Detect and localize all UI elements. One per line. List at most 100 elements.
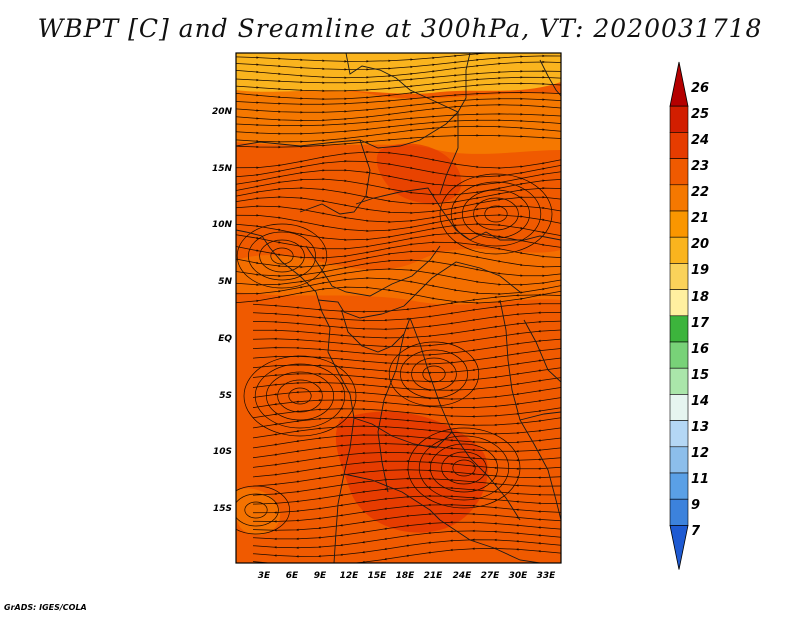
vortex-ring-0-32 [236, 223, 328, 289]
streamline-25 [252, 407, 561, 419]
streamline-23 [252, 387, 561, 401]
country-borders [236, 53, 561, 563]
cb-label-12: 12 [691, 446, 709, 461]
streamline-24 [252, 397, 561, 409]
lat-label-15s: 15S [213, 504, 232, 514]
lon-label-21e: 21E [424, 571, 444, 581]
vortex-ring-4-24 [430, 443, 498, 493]
map-panel [236, 53, 561, 563]
colorbar-swatches [669, 61, 689, 570]
vortex-ring-4-16 [441, 451, 487, 485]
vortex-ring-1-8 [484, 205, 508, 223]
cb-label-20: 20 [691, 237, 709, 252]
streamline-27 [252, 424, 561, 439]
cb-label-26: 26 [691, 81, 709, 96]
cb-swatch-14 [669, 394, 689, 421]
cb-label-23: 23 [691, 159, 709, 174]
vortex-ring-5-16 [236, 493, 279, 527]
cb-label-7: 7 [691, 524, 701, 539]
credit-text: GrADS: IGES/COLA [4, 603, 87, 612]
lon-label-24e: 24E [453, 571, 473, 581]
lon-label-30e: 30E [509, 571, 529, 581]
map-frame [235, 52, 562, 564]
vortex-ring-3-8 [422, 365, 446, 383]
vortex-ring-0-24 [248, 231, 316, 281]
vortex-ring-2-32 [254, 363, 346, 429]
lon-label-18e: 18E [396, 571, 416, 581]
vortex-ring-5-8 [244, 501, 268, 519]
cb-label-14: 14 [691, 394, 709, 409]
lat-label-5s: 5S [219, 391, 232, 401]
colorbar: 26 25 24 23 22 21 20 19 18 17 16 15 14 1… [669, 61, 710, 570]
lat-label-5n: 5N [218, 277, 232, 287]
cb-swatch-16 [669, 341, 689, 369]
vortex-ring-2-16 [277, 379, 323, 413]
vortex-ring-2-40 [243, 355, 357, 437]
streamline-41 [252, 547, 561, 563]
vortex-ring-2-24 [266, 371, 334, 421]
cb-swatch-18 [669, 289, 689, 317]
cb-label-24: 24 [691, 133, 709, 148]
vortex-ring-4-40 [407, 427, 521, 509]
cb-label-21: 21 [691, 211, 709, 226]
cb-label-13: 13 [691, 420, 709, 435]
cb-swatch-24 [669, 132, 689, 159]
lon-label-3e: 3E [258, 571, 271, 581]
cb-label-11: 11 [691, 472, 709, 487]
lon-label-9e: 9E [314, 571, 327, 581]
cb-label-25: 25 [691, 107, 709, 122]
latitude-axis: 20N 15N 10N 5N EQ 5S 10S 15S [212, 107, 233, 514]
lat-label-10s: 10S [213, 447, 232, 457]
cb-label-22: 22 [691, 185, 709, 200]
streamline-26 [252, 416, 561, 429]
cb-swatch-21 [669, 210, 689, 238]
streamlines [236, 53, 561, 563]
vortex-ring-4-8 [452, 459, 476, 477]
vortex-ring-3-16 [411, 357, 457, 391]
cb-label-9: 9 [691, 498, 700, 513]
colorbar-labels: 26 25 24 23 22 21 20 19 18 17 16 15 14 1… [691, 81, 710, 539]
cb-swatch-20 [669, 236, 689, 264]
vortex-ring-5-24 [236, 485, 290, 535]
cb-swatch-12 [669, 446, 689, 474]
lon-label-27e: 27E [481, 571, 501, 581]
lat-label-15n: 15N [212, 164, 233, 174]
cb-swatch-15 [669, 367, 689, 395]
cb-swatch-23 [669, 158, 689, 186]
vortex-ring-2-8 [288, 387, 312, 405]
cb-swatch-19 [669, 263, 689, 290]
cb-swatch-25 [669, 105, 689, 133]
cb-swatch-13 [669, 420, 689, 448]
cb-swatch-17 [669, 315, 689, 343]
vortex-ring-0-8 [270, 247, 294, 265]
cb-label-17: 17 [691, 316, 710, 331]
lon-label-33e: 33E [537, 571, 557, 581]
lat-label-20n: 20N [212, 107, 233, 117]
cb-swatch-7 [669, 525, 689, 570]
cb-swatch-26 [669, 61, 689, 107]
cb-swatch-22 [669, 184, 689, 212]
streamline-12 [236, 134, 561, 149]
vortex-ring-4-32 [418, 435, 510, 501]
cb-swatch-9 [669, 498, 689, 526]
chart-title: WBPT [C] and Sreamline at 300hPa, VT: 20… [37, 14, 763, 43]
vortex-ring-1-32 [450, 181, 542, 247]
vortex-ring-3-24 [400, 349, 468, 399]
lon-label-6e: 6E [286, 571, 299, 581]
lat-label-10n: 10N [212, 220, 233, 230]
lon-label-15e: 15E [368, 571, 388, 581]
lat-label-eq: EQ [218, 334, 232, 344]
lon-label-12e: 12E [340, 571, 360, 581]
streamline-57 [236, 285, 561, 305]
cb-swatch-11 [669, 472, 689, 500]
vortex-ring-3-32 [388, 341, 480, 407]
vortex-ring-1-16 [473, 197, 519, 231]
cb-label-15: 15 [691, 368, 709, 383]
cb-label-19: 19 [691, 263, 709, 278]
cb-label-16: 16 [691, 342, 709, 357]
longitude-axis: 3E 6E 9E 12E 15E 18E 21E 24E 27E 30E 33E [258, 571, 556, 581]
vortex-ring-1-40 [439, 173, 553, 255]
vortex-ring-0-16 [259, 239, 305, 273]
cb-label-18: 18 [691, 290, 709, 305]
